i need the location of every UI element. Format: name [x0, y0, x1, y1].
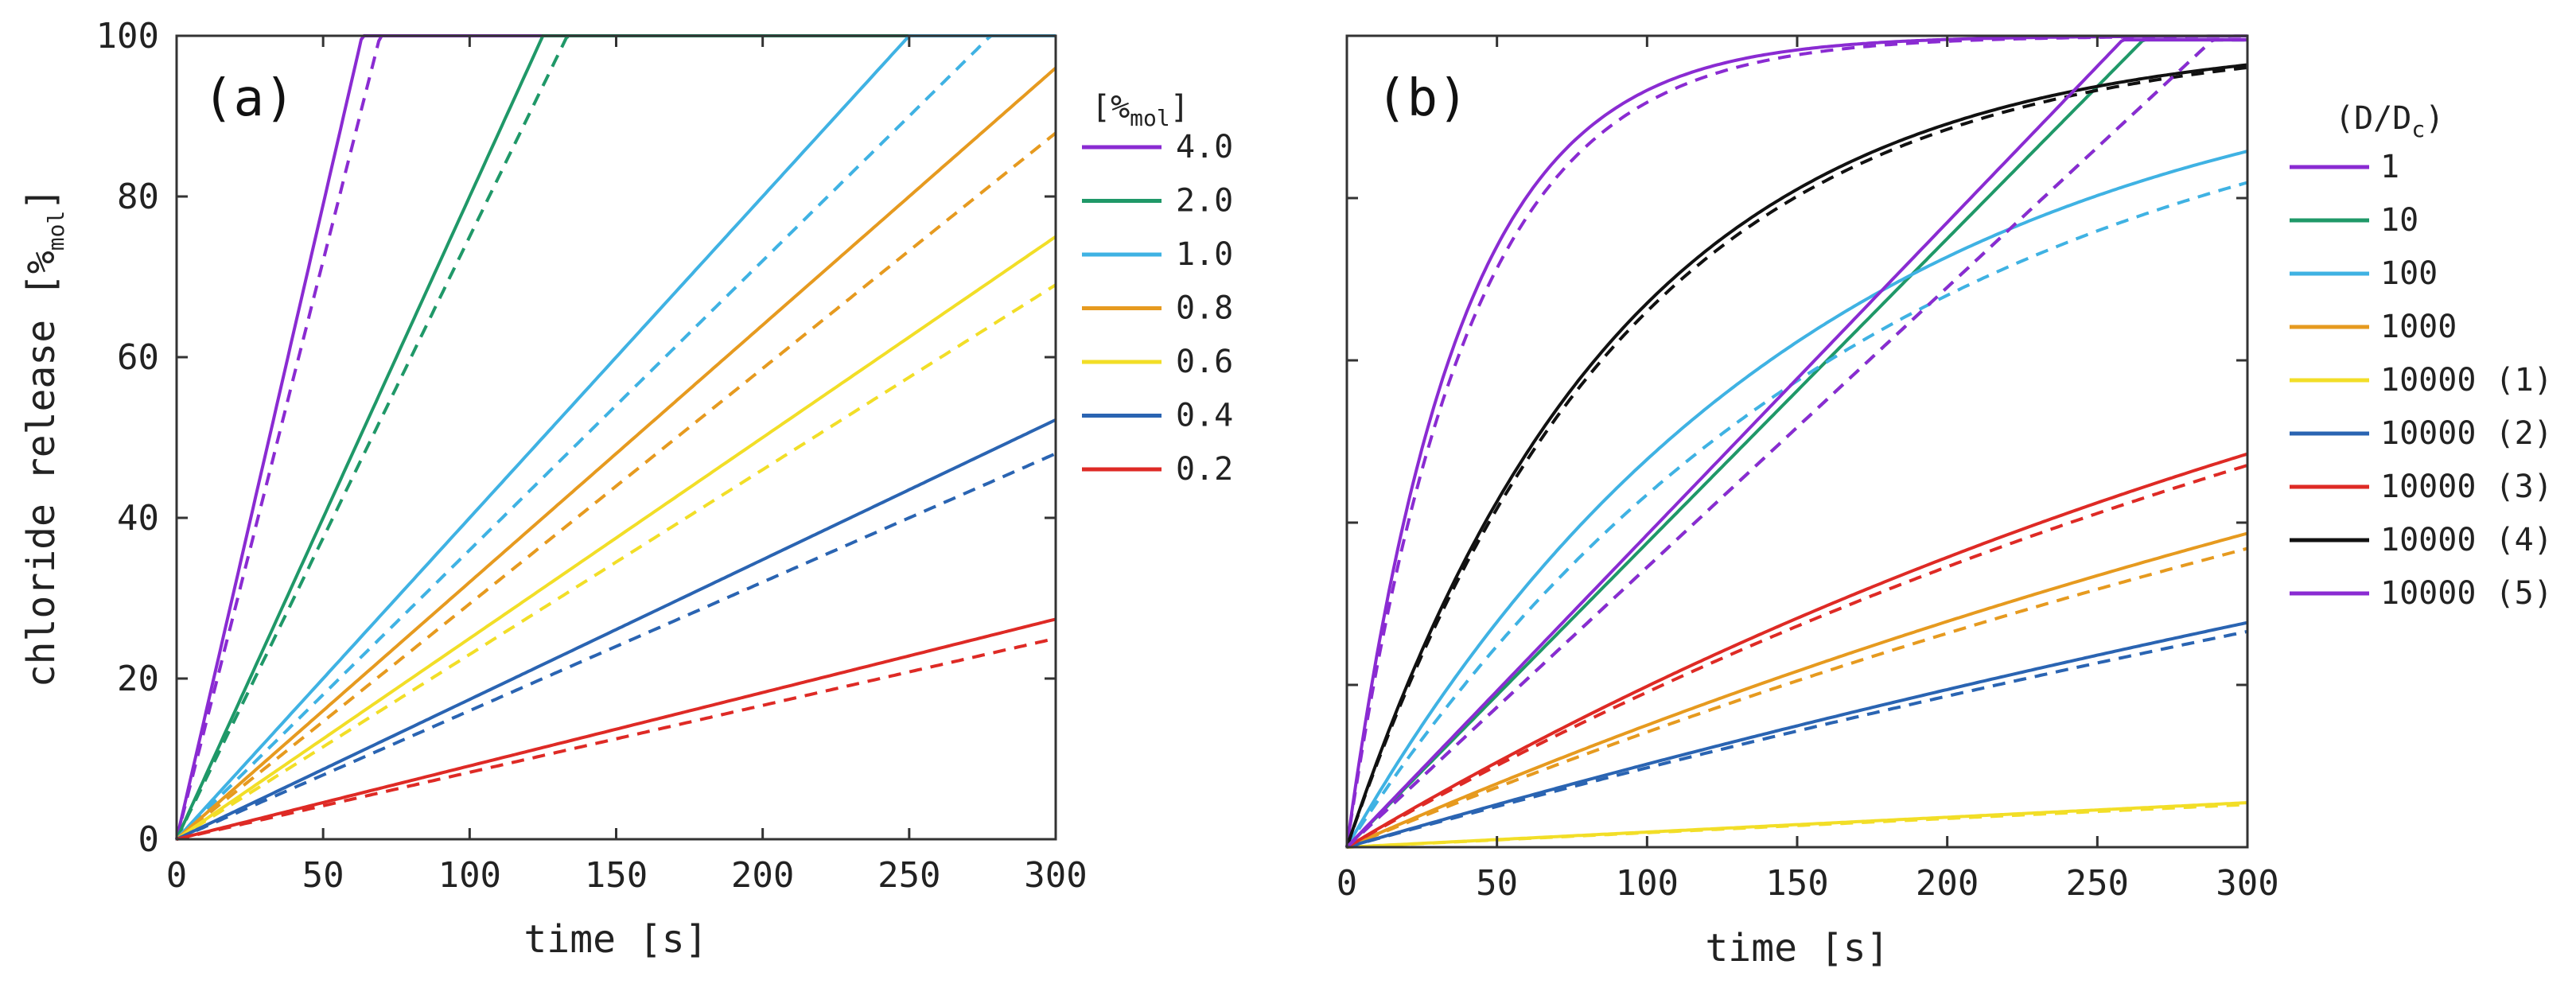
panel-a-ticks: 0 50 100 150 200 250 300 0 20 40 60 80 100 [96, 16, 1088, 896]
panel-b-x-tick-label: 0 [1337, 863, 1358, 904]
panel-b-legend-label: 10000 (4) [2380, 522, 2553, 558]
panel-a-legend-title-open: [% [1091, 89, 1130, 126]
panel-a-x-tick-label: 300 [1024, 855, 1087, 896]
panel-b-legend-title-open: (D/D [2335, 100, 2411, 137]
panel-b-x-axis-title: time [s] [1705, 926, 1889, 970]
panel-b-series-8-dashed-line [1345, 65, 2248, 848]
panel-a-y-tick-label: 80 [117, 177, 159, 217]
panel-a-y-axis-title-main: chloride release [% [19, 251, 64, 687]
panel-a-y-tick-label: 60 [117, 337, 159, 378]
panel-b-legend-label: 1 [2380, 149, 2399, 185]
panel-b-series-9-solid-line [1345, 38, 2247, 849]
panel-a-legend-label: 0.6 [1176, 344, 1233, 380]
panel-b-series-7-dashed-line [1345, 464, 2248, 849]
panel-a-y-tick-label: 100 [96, 16, 159, 56]
panel-a-x-tick-label: 0 [166, 855, 188, 896]
panel-a-x-tick-label: 200 [731, 855, 794, 896]
panel-a-series-2-solid-line [175, 34, 1056, 840]
panel-a-series-4-solid-line [175, 66, 1057, 841]
panel-a-series-5-dashed-line [175, 283, 1057, 841]
panel-a-frame [175, 34, 1057, 841]
panel-a-x-tick-label: 50 [302, 855, 344, 896]
panel-a-x-tick-label: 150 [585, 855, 648, 896]
panel-a-series-4-dashed-line [175, 131, 1057, 841]
panel-a-series-1-dashed-line [175, 34, 1056, 840]
panel-b-x-tick-label: 250 [2066, 863, 2129, 904]
panel-a-series-7-dashed-line [176, 636, 1056, 841]
panel-b-x-tick-label: 300 [2216, 863, 2278, 904]
panel-b-legend-label: 10000 (5) [2380, 575, 2553, 612]
panel-a-y-tick-label: 40 [117, 498, 159, 539]
panel-a-x-axis-title: time [s] [523, 917, 707, 962]
panel-b-x-tick-label: 100 [1616, 863, 1679, 904]
panel-b-legend-label: 10000 (2) [2380, 415, 2553, 452]
panel-a-series-5-solid-line [175, 235, 1057, 841]
panel-b-legend-label: 10 [2380, 202, 2418, 239]
panel-a-y-axis-title-sub: mol [43, 211, 69, 251]
panel-a-legend-label: 0.2 [1176, 451, 1233, 488]
panel-b-series-6-dashed-line [1346, 629, 2248, 849]
panel-b-series-4-dashed-line [1346, 546, 2248, 849]
panel-b-x-tick-label: 200 [1916, 863, 1979, 904]
panel-a-legend-title-sub: mol [1130, 105, 1170, 131]
panel-a-label: (a) [203, 69, 295, 128]
panel-b: 0 50 100 150 200 250 300 (b) time [s] (D/Dc) 1… [1337, 34, 2553, 970]
panel-a-series-7-solid-line [176, 617, 1056, 841]
panel-a-legend: [%mol] 4.0 2.0 1.0 0.8 0.6 0.4 0.2 [1082, 89, 1233, 488]
panel-b-legend-label: 10000 (1) [2380, 362, 2553, 399]
panel-a-legend-title: [%mol] [1091, 89, 1189, 131]
panel-a-legend-label: 2.0 [1176, 183, 1233, 220]
panel-a: 0 50 100 150 200 250 300 0 20 40 60 80 100 (a) time … [19, 16, 1233, 962]
panel-b-legend-title-close: ) [2425, 100, 2444, 137]
panel-b-legend-label: 1000 [2380, 309, 2457, 345]
panel-b-series-3-dashed-line [1345, 181, 2248, 849]
panel-b-legend-title-sub: c [2411, 116, 2425, 142]
panel-a-legend-label: 1.0 [1176, 236, 1233, 273]
panel-a-series-6-solid-line [176, 418, 1056, 841]
panel-a-series-6-dashed-line [176, 452, 1056, 841]
panel-b-legend-title: (D/Dc) [2335, 100, 2444, 142]
panel-a-plot-area [175, 34, 1057, 841]
panel-b-x-tick-label: 150 [1765, 863, 1828, 904]
panel-a-series-3-solid-line [175, 34, 1056, 841]
panel-a-series-2-dashed-line [175, 34, 1056, 840]
panel-b-legend: (D/Dc) 1 10 100 1000 10000 (1) 10000 (2) 10000… [2290, 100, 2553, 612]
panel-b-legend-label: 100 [2380, 255, 2438, 292]
panel-a-series-3-dashed-line [175, 34, 1056, 841]
panel-a-legend-label: 4.0 [1176, 129, 1233, 165]
panel-a-x-tick-label: 100 [438, 855, 501, 896]
panel-a-series-1-solid-line [175, 34, 1056, 840]
panel-a-legend-label: 0.8 [1176, 290, 1233, 327]
panel-b-x-tick-label: 50 [1476, 863, 1518, 904]
panel-b-plot-area [1345, 34, 2248, 849]
panel-b-legend-label: 10000 (3) [2380, 469, 2553, 505]
panel-b-series-3-solid-line [1345, 150, 2248, 848]
panel-a-y-tick-label: 0 [138, 819, 160, 860]
panel-a-y-tick-label: 20 [117, 659, 159, 699]
panel-a-legend-title-close: ] [1170, 89, 1189, 126]
panel-a-legend-label: 0.4 [1176, 398, 1233, 434]
panel-b-series-4-solid-line [1346, 531, 2248, 849]
panel-b-series-8-solid-line [1345, 63, 2248, 848]
panel-b-label: (b) [1376, 69, 1469, 128]
panel-b-series-6-solid-line [1346, 620, 2248, 849]
panel-b-series-7-solid-line [1345, 452, 2248, 849]
panel-b-series-9-dashed-line [1345, 38, 2247, 849]
panel-a-x-tick-label: 250 [877, 855, 940, 896]
panel-a-y-axis-title: chloride release [%mol] [19, 188, 69, 688]
panel-a-y-axis-title-close: ] [19, 188, 64, 211]
panel-b-ticks: 0 50 100 150 200 250 300 [1337, 34, 2279, 904]
